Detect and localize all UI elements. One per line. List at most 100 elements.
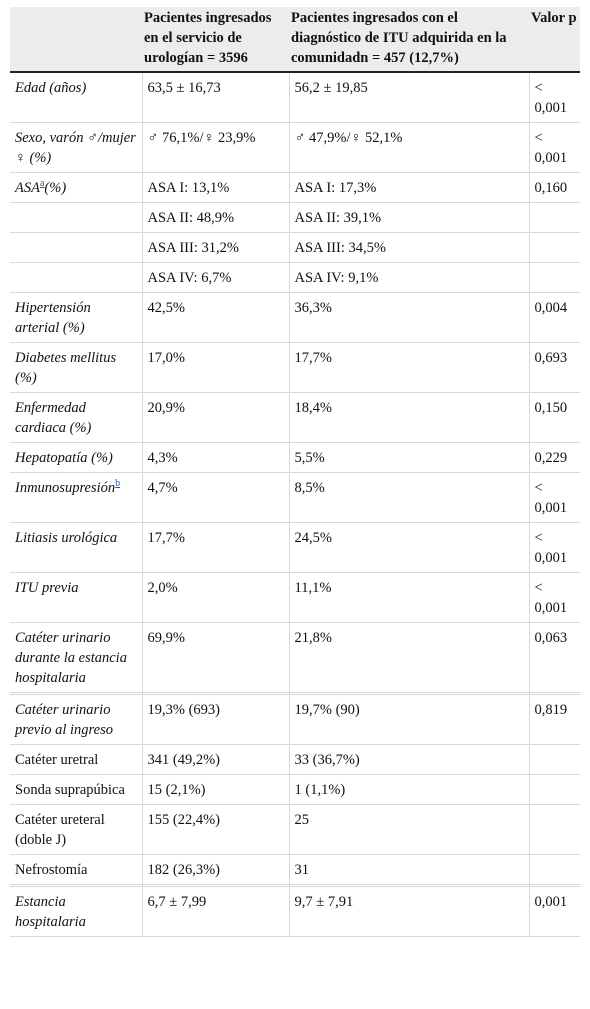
row-label: Diabetes mellitus (%) xyxy=(10,342,142,393)
table-row: ASA III: 31,2% ASA III: 34,5% xyxy=(10,232,580,263)
urology-value: ♂ 76,1%/♀ 23,9% xyxy=(141,122,289,173)
header-blank xyxy=(10,7,142,73)
table-row: Enfermedad cardiaca (%) 20,9% 18,4% 0,15… xyxy=(10,392,580,443)
table-row: Nefrostomía 182 (26,3%) 31 xyxy=(10,854,580,885)
p-value: < 0,001 xyxy=(528,572,580,623)
spacer-cell xyxy=(288,884,529,887)
table-row: Catéter uretral 341 (49,2%) 33 (36,7%) xyxy=(10,744,580,775)
table-row: ASAa(%) ASA I: 13,1% ASA I: 17,3% 0,160 xyxy=(10,172,580,203)
urology-value: 15 (2,1%) xyxy=(141,774,289,805)
spacer-cell xyxy=(288,692,529,695)
p-value: 0,004 xyxy=(528,292,580,343)
uti-value: 31 xyxy=(288,854,529,885)
spacer-row xyxy=(10,692,580,695)
urology-value: 42,5% xyxy=(141,292,289,343)
p-value: < 0,001 xyxy=(528,72,580,123)
table-row: Sonda suprapúbica 15 (2,1%) 1 (1,1%) xyxy=(10,774,580,805)
p-value: 0,160 xyxy=(528,172,580,203)
urology-value: 20,9% xyxy=(141,392,289,443)
urology-value: 6,7 ± 7,99 xyxy=(141,886,289,937)
row-label: Sonda suprapúbica xyxy=(10,774,142,805)
table-row: Catéter urinario previo al ingreso 19,3%… xyxy=(10,694,580,745)
urology-value: 17,7% xyxy=(141,522,289,573)
row-label: Edad (años) xyxy=(10,72,142,123)
urology-value: 63,5 ± 16,73 xyxy=(141,72,289,123)
uti-value: 56,2 ± 19,85 xyxy=(288,72,529,123)
row-label: Sexo, varón ♂/mujer ♀ (%) xyxy=(10,122,142,173)
table-row: Sexo, varón ♂/mujer ♀ (%) ♂ 76,1%/♀ 23,9… xyxy=(10,122,580,173)
table-row: Catéter ureteral (doble J) 155 (22,4%) 2… xyxy=(10,804,580,855)
row-label-text: ASA xyxy=(15,180,40,196)
table-row: Edad (años) 63,5 ± 16,73 56,2 ± 19,85 < … xyxy=(10,72,580,123)
spacer-cell xyxy=(10,692,142,695)
uti-value: ASA IV: 9,1% xyxy=(288,262,529,293)
p-value xyxy=(528,202,580,233)
urology-value: 155 (22,4%) xyxy=(141,804,289,855)
comparison-table: Pacientes ingresados en el servicio de u… xyxy=(10,7,580,937)
table-row: ITU previa 2,0% 11,1% < 0,001 xyxy=(10,572,580,623)
row-label: Enfermedad cardiaca (%) xyxy=(10,392,142,443)
uti-value: 17,7% xyxy=(288,342,529,393)
p-value xyxy=(528,744,580,775)
p-value: 0,150 xyxy=(528,392,580,443)
p-value xyxy=(528,854,580,885)
spacer-cell xyxy=(528,884,580,887)
header-uti-patients: Pacientes ingresados con el diagnóstico … xyxy=(289,7,529,73)
p-value: < 0,001 xyxy=(528,522,580,573)
p-value: 0,819 xyxy=(528,694,580,745)
uti-value: 11,1% xyxy=(288,572,529,623)
row-label: Nefrostomía xyxy=(10,854,142,885)
table-row: Litiasis urológica 17,7% 24,5% < 0,001 xyxy=(10,522,580,573)
footnote-link-b[interactable]: b xyxy=(115,478,121,490)
uti-value: 19,7% (90) xyxy=(288,694,529,745)
row-label-suffix: (%) xyxy=(44,180,67,196)
uti-value: ASA II: 39,1% xyxy=(288,202,529,233)
table-row: Estancia hospitalaria 6,7 ± 7,99 9,7 ± 7… xyxy=(10,886,580,937)
row-label-text: Inmunosupresión xyxy=(15,480,116,496)
table-row: ASA IV: 6,7% ASA IV: 9,1% xyxy=(10,262,580,293)
row-label xyxy=(10,262,142,293)
row-label: ITU previa xyxy=(10,572,142,623)
row-label: Catéter urinario previo al ingreso xyxy=(10,694,142,745)
row-label xyxy=(10,202,142,233)
uti-value: 9,7 ± 7,91 xyxy=(288,886,529,937)
row-label: Estancia hospitalaria xyxy=(10,886,142,937)
urology-value: ASA II: 48,9% xyxy=(141,202,289,233)
footnote-marker: b xyxy=(115,478,120,489)
uti-value: 24,5% xyxy=(288,522,529,573)
urology-value: 69,9% xyxy=(141,622,289,693)
uti-value: ASA I: 17,3% xyxy=(288,172,529,203)
uti-value: 18,4% xyxy=(288,392,529,443)
row-label: ASAa(%) xyxy=(10,172,142,203)
spacer-cell xyxy=(10,884,142,887)
p-value: 0,693 xyxy=(528,342,580,393)
spacer-row xyxy=(10,884,580,887)
row-label: Catéter uretral xyxy=(10,744,142,775)
urology-value: ASA I: 13,1% xyxy=(141,172,289,203)
urology-value: 2,0% xyxy=(141,572,289,623)
table-row: Diabetes mellitus (%) 17,0% 17,7% 0,693 xyxy=(10,342,580,393)
urology-value: 4,3% xyxy=(141,442,289,473)
p-value: < 0,001 xyxy=(528,472,580,523)
row-label: Catéter ureteral (doble J) xyxy=(10,804,142,855)
table-row: ASA II: 48,9% ASA II: 39,1% xyxy=(10,202,580,233)
row-label: Hepatopatía (%) xyxy=(10,442,142,473)
urology-value: 4,7% xyxy=(141,472,289,523)
spacer-cell xyxy=(528,692,580,695)
footnote-marker: a xyxy=(40,178,44,189)
table-row: Hipertensión arterial (%) 42,5% 36,3% 0,… xyxy=(10,292,580,343)
uti-value: 8,5% xyxy=(288,472,529,523)
p-value: 0,063 xyxy=(528,622,580,693)
header-row: Pacientes ingresados en el servicio de u… xyxy=(10,7,580,73)
p-value xyxy=(528,804,580,855)
row-label xyxy=(10,232,142,263)
p-value: 0,229 xyxy=(528,442,580,473)
urology-value: 19,3% (693) xyxy=(141,694,289,745)
header-p-value: Valor p xyxy=(529,7,580,73)
p-value xyxy=(528,774,580,805)
footnote-link-a[interactable]: a xyxy=(39,178,45,190)
urology-value: ASA IV: 6,7% xyxy=(141,262,289,293)
urology-value: 341 (49,2%) xyxy=(141,744,289,775)
spacer-cell xyxy=(141,884,289,887)
uti-value: ♂ 47,9%/♀ 52,1% xyxy=(288,122,529,173)
